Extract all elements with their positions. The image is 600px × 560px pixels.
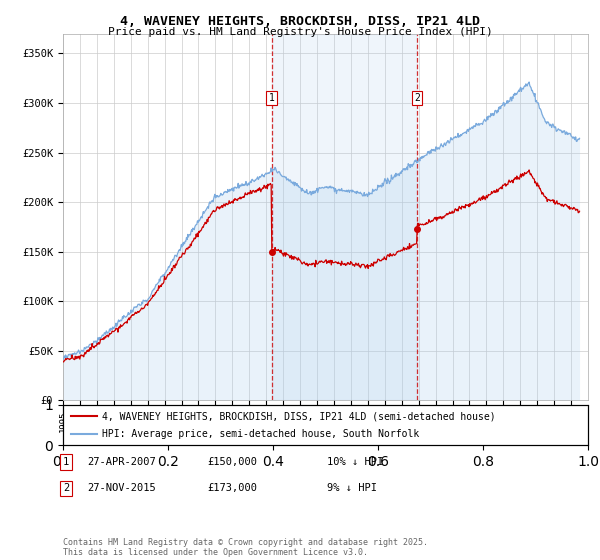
Text: 2: 2 [414,93,420,103]
Text: 1: 1 [269,93,275,103]
Text: £173,000: £173,000 [207,483,257,493]
Text: HPI: Average price, semi-detached house, South Norfolk: HPI: Average price, semi-detached house,… [103,429,419,439]
Text: 4, WAVENEY HEIGHTS, BROCKDISH, DISS, IP21 4LD (semi-detached house): 4, WAVENEY HEIGHTS, BROCKDISH, DISS, IP2… [103,411,496,421]
Text: 9% ↓ HPI: 9% ↓ HPI [327,483,377,493]
Text: 27-NOV-2015: 27-NOV-2015 [87,483,156,493]
Text: Contains HM Land Registry data © Crown copyright and database right 2025.
This d: Contains HM Land Registry data © Crown c… [63,538,428,557]
Text: 4, WAVENEY HEIGHTS, BROCKDISH, DISS, IP21 4LD: 4, WAVENEY HEIGHTS, BROCKDISH, DISS, IP2… [120,15,480,27]
Bar [272,34,417,400]
Text: 10% ↓ HPI: 10% ↓ HPI [327,457,383,467]
Text: 1: 1 [63,457,69,467]
Text: 2: 2 [63,483,69,493]
Text: 27-APR-2007: 27-APR-2007 [87,457,156,467]
Text: Price paid vs. HM Land Registry's House Price Index (HPI): Price paid vs. HM Land Registry's House … [107,27,493,37]
Text: £150,000: £150,000 [207,457,257,467]
